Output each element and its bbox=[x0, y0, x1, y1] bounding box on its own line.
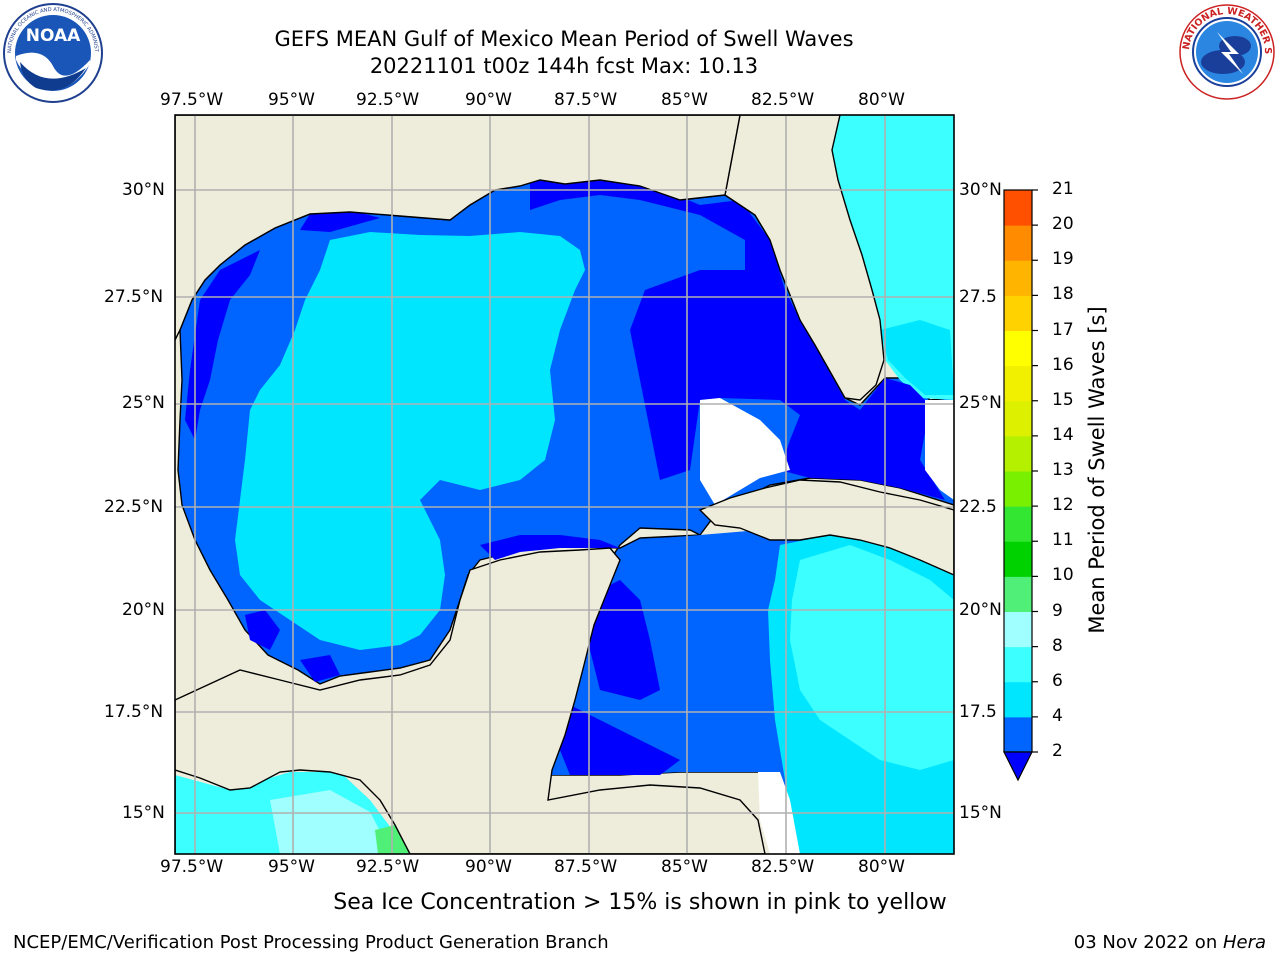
footer-date-text: 03 Nov 2022 on bbox=[1073, 932, 1223, 953]
colorbar-tick-label: 20 bbox=[1052, 214, 1074, 235]
colorbar-tick-label: 2 bbox=[1052, 741, 1063, 761]
lat-label-left: 30°N bbox=[122, 180, 165, 200]
lon-label-top: 95°W bbox=[268, 90, 315, 110]
colorbar-tick-label: 12 bbox=[1052, 495, 1074, 516]
noaa-logo: NOAA NATIONAL OCEANIC AND ATMOSPHERIC AD… bbox=[2, 2, 103, 103]
lat-label-left: 22.5°N bbox=[104, 497, 164, 517]
lon-label-bottom: 90°W bbox=[465, 857, 512, 877]
lon-label-bottom: 85°W bbox=[661, 857, 708, 877]
lat-label-right: 17.5 bbox=[959, 702, 997, 722]
footer-date: 03 Nov 2022 on Hera bbox=[1074, 932, 1266, 953]
colorbar-segment bbox=[1004, 716, 1032, 753]
colorbar-tick-label: 11 bbox=[1052, 530, 1074, 551]
lat-label-right: 27.5 bbox=[959, 287, 997, 307]
colorbar-segment bbox=[1004, 681, 1032, 718]
colorbar-segment bbox=[1004, 190, 1032, 226]
colorbar-segment bbox=[1004, 506, 1032, 542]
florida-land bbox=[724, 115, 885, 401]
lon-label-bottom: 80°W bbox=[858, 857, 905, 877]
lat-label-left: 15°N bbox=[122, 803, 165, 823]
high-period-caribbean bbox=[790, 545, 954, 770]
colorbar-segment bbox=[1004, 225, 1032, 261]
colorbar-tick-label: 8 bbox=[1052, 635, 1063, 656]
colorbar-segment bbox=[1004, 541, 1032, 577]
lon-label-bottom: 87.5°W bbox=[554, 857, 618, 877]
colorbar-tick-label: 19 bbox=[1052, 249, 1074, 270]
map-frame bbox=[174, 114, 955, 855]
colorbar-segment bbox=[1004, 471, 1032, 507]
lon-label-bottom: 95°W bbox=[268, 857, 315, 877]
title-line-2: 20221101 t00z 144h fcst Max: 10.13 bbox=[369, 54, 759, 78]
colorbar-under-arrow bbox=[1003, 751, 1033, 782]
pacific-water-light bbox=[270, 790, 392, 854]
lat-label-right: 20°N bbox=[959, 600, 1002, 620]
colorbar-segment bbox=[1004, 330, 1032, 367]
colorbar-tick-label: 4 bbox=[1052, 705, 1063, 726]
lat-label-right: 22.5 bbox=[959, 497, 997, 517]
colorbar-tick-label: 9 bbox=[1052, 600, 1063, 621]
lat-label-left: 20°N bbox=[122, 600, 165, 620]
lat-label-left: 25°N bbox=[122, 393, 165, 413]
colorbar bbox=[1003, 189, 1038, 753]
colorbar-tick-label: 6 bbox=[1052, 670, 1063, 691]
colorbar-tick-label: 18 bbox=[1052, 284, 1074, 305]
lat-label-left: 17.5°N bbox=[104, 702, 164, 722]
colorbar-tick-label: 14 bbox=[1052, 424, 1074, 445]
lon-label-bottom: 92.5°W bbox=[356, 857, 420, 877]
figure-title: GEFS MEAN Gulf of Mexico Mean Period of … bbox=[0, 26, 1128, 80]
lat-label-right: 30°N bbox=[959, 180, 1002, 200]
noaa-logo-text: NOAA bbox=[26, 26, 81, 46]
colorbar-tick-label: 10 bbox=[1052, 565, 1074, 586]
lon-label-top: 85°W bbox=[661, 90, 708, 110]
colorbar-tick-label: 17 bbox=[1052, 319, 1074, 340]
atlantic-light bbox=[880, 320, 954, 395]
colorbar-tick-label: 15 bbox=[1052, 389, 1074, 410]
lon-label-top: 90°W bbox=[465, 90, 512, 110]
colorbar-segment bbox=[1004, 611, 1032, 648]
footer-host: Hera bbox=[1222, 932, 1266, 953]
graticule bbox=[175, 115, 954, 854]
mid-period-gulf bbox=[235, 232, 585, 650]
lat-label-right: 15°N bbox=[959, 803, 1002, 823]
lon-label-bottom: 97.5°W bbox=[160, 857, 224, 877]
yucatan-land bbox=[175, 547, 766, 854]
lon-label-top: 82.5°W bbox=[751, 90, 815, 110]
footer-branch: NCEP/EMC/Verification Post Processing Pr… bbox=[13, 932, 609, 953]
sea-ice-note: Sea Ice Concentration > 15% is shown in … bbox=[333, 890, 947, 915]
colorbar-segment bbox=[1004, 576, 1032, 612]
colorbar-tick-label: 16 bbox=[1052, 354, 1074, 375]
colorbar-tick-label: 13 bbox=[1052, 460, 1074, 480]
lon-label-top: 97.5°W bbox=[160, 90, 224, 110]
colorbar-segment bbox=[1004, 365, 1032, 402]
colorbar-segment bbox=[1004, 435, 1032, 472]
title-line-1: GEFS MEAN Gulf of Mexico Mean Period of … bbox=[274, 27, 854, 51]
lat-label-right: 25°N bbox=[959, 393, 1002, 413]
colorbar-segment bbox=[1004, 260, 1032, 296]
lon-label-top: 92.5°W bbox=[356, 90, 420, 110]
lon-label-bottom: 82.5°W bbox=[751, 857, 815, 877]
nws-logo: NATIONAL WEATHER SERVICE bbox=[1177, 2, 1275, 100]
cuba-land bbox=[698, 479, 954, 576]
colorbar-segment bbox=[1004, 295, 1032, 331]
colorbar-segment bbox=[1004, 646, 1032, 683]
colorbar-segment bbox=[1004, 400, 1032, 437]
lat-label-left: 27.5°N bbox=[104, 287, 164, 307]
lon-label-top: 80°W bbox=[858, 90, 905, 110]
colorbar-tick-label: 21 bbox=[1052, 179, 1074, 199]
lon-label-top: 87.5°W bbox=[554, 90, 618, 110]
colorbar-label: Mean Period of Swell Waves [s] bbox=[1085, 306, 1109, 634]
